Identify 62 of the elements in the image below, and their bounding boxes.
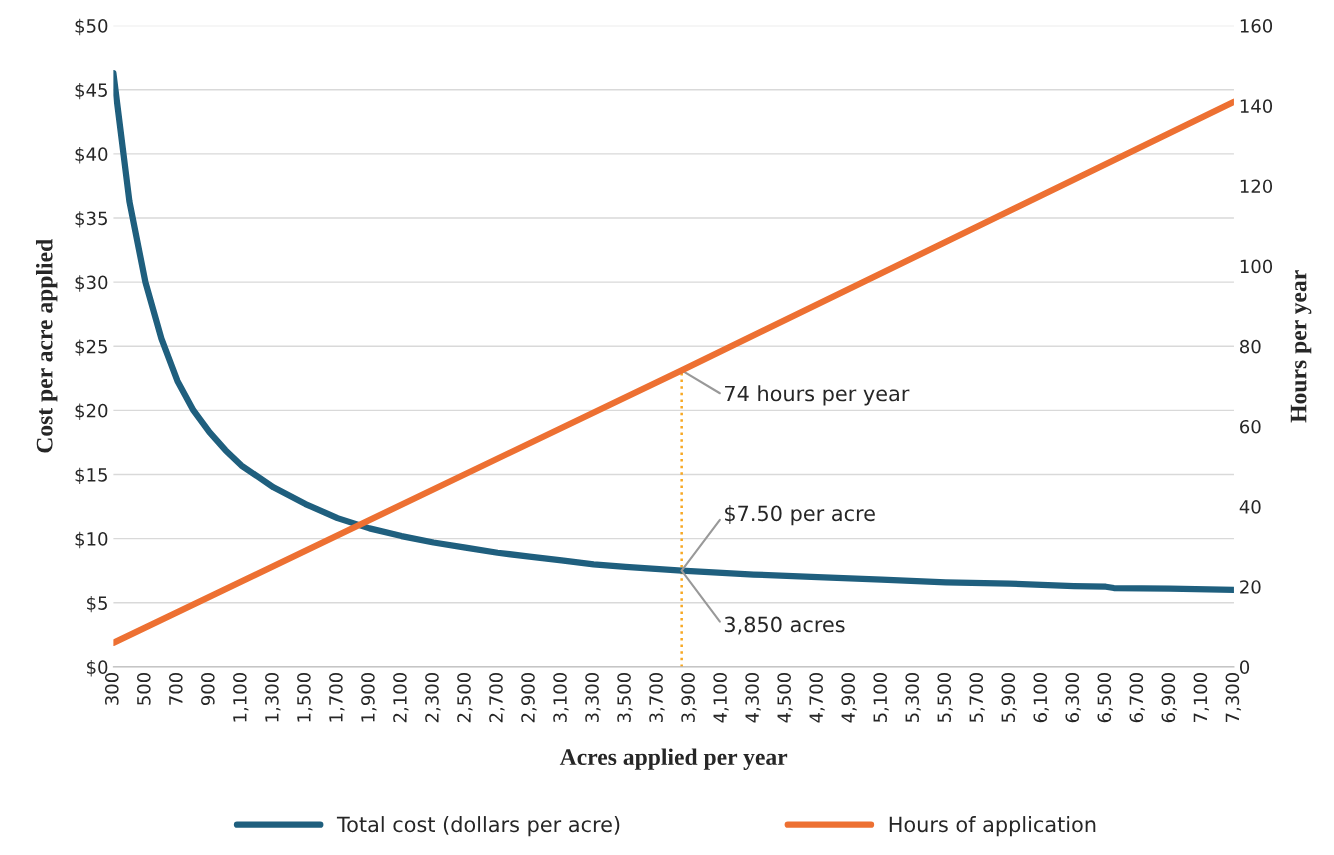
x-tick-label: 3,900 (681, 672, 697, 723)
y2-tick-label: 60 (1240, 419, 1261, 434)
y-tick-label: $30 (75, 275, 108, 292)
annotation: 3,850 acres (724, 616, 845, 635)
x-tick-label: 1,500 (297, 672, 313, 722)
y2-tick-label: 140 (1240, 99, 1273, 113)
y-tick-label: $45 (75, 82, 107, 100)
x-tick-label: 6,700 (1129, 672, 1145, 723)
y-tick-label: $40 (75, 147, 108, 164)
x-tick-label: 5,100 (873, 672, 889, 723)
x-tick-label: 3,700 (649, 672, 665, 723)
y-tick-label: $5 (87, 595, 107, 613)
y-tick-label: $20 (75, 403, 108, 420)
y-tick-label: $50 (75, 18, 108, 36)
x-tick-label: 4,900 (841, 672, 857, 723)
x-tick-label: 4,300 (745, 672, 761, 723)
x-tick-label: 3,100 (553, 672, 569, 723)
x-tick-label: 5,300 (905, 672, 921, 723)
x-tick-label: 7,300 (1225, 672, 1242, 722)
x-tick-label: 6,300 (1065, 672, 1081, 723)
y2-tick-label: 0 (1240, 660, 1250, 675)
y2-tick-label: 120 (1240, 179, 1273, 194)
x-tick-label: 1,700 (329, 672, 345, 722)
x-tick-label: 6,500 (1097, 672, 1113, 723)
y2-tick-label: 160 (1240, 19, 1273, 33)
x-tick-label: 6,100 (1033, 672, 1049, 723)
x-tick-label: 2,500 (457, 672, 473, 723)
x-tick-label: 7,100 (1193, 672, 1210, 722)
x-tick-label: 3,300 (585, 672, 601, 723)
x-tick-label: 1,300 (265, 672, 281, 722)
x-tick-label: 3,500 (617, 672, 633, 723)
x-tick-label: 5,500 (937, 672, 953, 723)
x-tick-label: 2,300 (425, 672, 441, 723)
x-tick-label: 700 (169, 672, 183, 705)
x-tick-label: 4,500 (777, 672, 793, 723)
x-axis-title: Acres applied per year (559, 748, 788, 770)
y2-tick-label: 20 (1240, 580, 1261, 594)
x-tick-label: 1,100 (233, 672, 249, 722)
x-tick-label: 900 (201, 672, 215, 706)
y2-axis-title: Hours per year (1290, 270, 1312, 423)
x-tick-label: 2,700 (489, 672, 505, 723)
y-tick-label: $35 (75, 211, 107, 228)
y2-tick-label: 100 (1240, 259, 1273, 274)
y2-tick-label: 80 (1240, 339, 1261, 354)
x-tick-label: 1,900 (361, 672, 377, 722)
y-tick-label: $10 (75, 531, 108, 549)
x-tick-label: 5,700 (969, 672, 985, 723)
x-tick-label: 4,700 (809, 672, 825, 723)
x-tick-label: 5,900 (1001, 672, 1017, 723)
ref-line-label: 74 hours per year (725, 385, 910, 406)
x-tick-label: 500 (136, 672, 151, 705)
y2-tick-label: 40 (1239, 500, 1261, 514)
y-axis-title: Cost per acre applied (35, 239, 58, 453)
y-tick-label: $15 (75, 467, 107, 485)
x-tick-label: 2,900 (521, 672, 537, 723)
annotation: $7.50 per acre (725, 505, 875, 526)
y-tick-label: $25 (75, 339, 107, 356)
x-tick-label: 2,100 (393, 672, 409, 723)
legend-label: Hours of application (889, 816, 1096, 837)
x-tick-label: 6,900 (1161, 672, 1177, 723)
legend-label: Total cost (dollars per acre) (336, 816, 620, 837)
x-tick-label: 4,100 (713, 672, 729, 723)
